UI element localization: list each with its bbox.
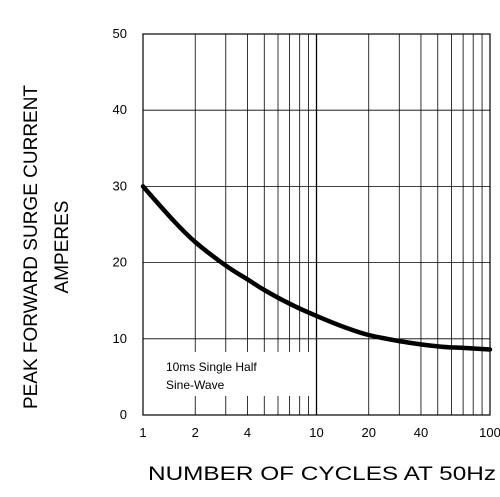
y-tick-label: 20	[113, 255, 127, 270]
x-tick-label: 40	[414, 425, 428, 440]
y-tick-labels: 0 10 20 30 40 50	[113, 26, 127, 422]
y-tick-label: 40	[113, 102, 127, 117]
plot-frame	[142, 33, 491, 416]
x-tick-label: 10	[309, 425, 323, 440]
x-axis-label: NUMBER OF CYCLES AT 50Hz	[148, 464, 496, 485]
x-tick-label: 4	[244, 425, 251, 440]
y-tick-label: 30	[113, 178, 127, 193]
annotation-box	[160, 352, 310, 396]
annotation-line-1: 10ms Single Half	[166, 360, 257, 374]
series-line	[140, 184, 493, 352]
y-tick-label: 50	[113, 26, 127, 41]
x-tick-labels: 1 2 4 10 20 40 100	[139, 425, 500, 440]
grid-lines	[143, 34, 490, 415]
x-tick-label: 2	[192, 425, 199, 440]
y-tick-label: 0	[120, 407, 127, 422]
x-tick-label: 100	[479, 425, 500, 440]
x-tick-label: 1	[139, 425, 146, 440]
y-tick-label: 10	[113, 331, 127, 346]
y-axis-label: PEAK FORWARD SURGE CURRENT	[21, 85, 42, 409]
annotation-line-2: Sine-Wave	[166, 378, 225, 392]
x-tick-label: 20	[361, 425, 375, 440]
y-axis-label-unit: AMPERES	[52, 201, 73, 294]
